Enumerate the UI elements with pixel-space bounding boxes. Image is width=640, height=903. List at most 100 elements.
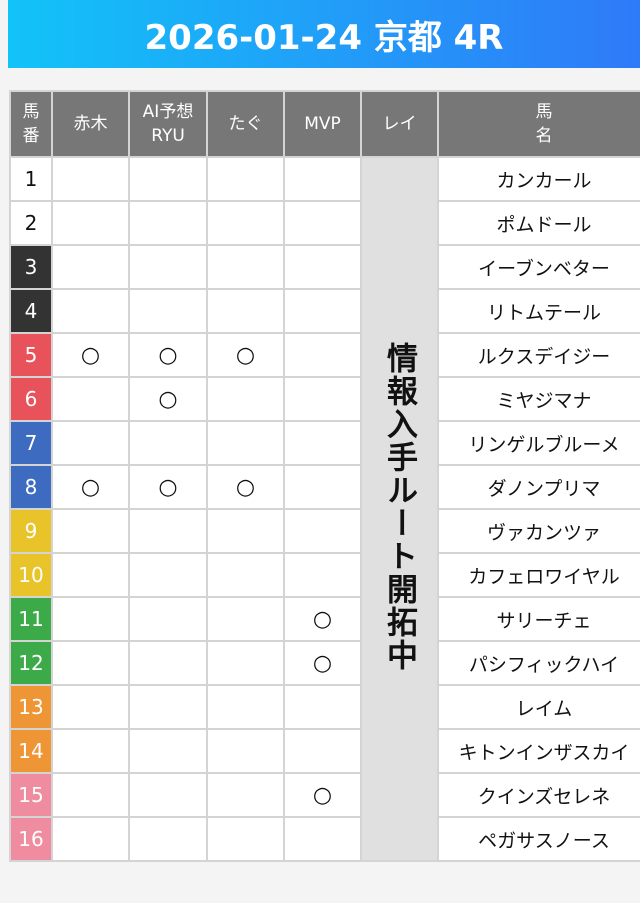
horse-name: レイム [437, 684, 640, 730]
table-row: 16 ペガサスノース [9, 816, 640, 862]
mvp-mark [283, 332, 362, 378]
tagu-mark [206, 772, 285, 818]
horse-number: 8 [9, 464, 53, 510]
ai-ryu-mark [128, 816, 208, 862]
horse-name: ルクスデイジー [437, 332, 640, 378]
mvp-mark [283, 552, 362, 598]
mvp-mark [283, 464, 362, 510]
horse-number: 12 [9, 640, 53, 686]
horse-number: 14 [9, 728, 53, 774]
mvp-mark [283, 684, 362, 730]
tagu-mark [206, 816, 285, 862]
ai-ryu-mark [128, 244, 208, 290]
rei-column-note: 情報入手ルート開拓中 [360, 156, 439, 862]
table-row: 12 ○ パシフィックハイ [9, 640, 640, 686]
header-horse-number: 馬 番 [9, 90, 53, 158]
mvp-mark [283, 288, 362, 334]
horse-number: 16 [9, 816, 53, 862]
tagu-mark [206, 728, 285, 774]
tagu-mark [206, 596, 285, 642]
race-title: 2026-01-24 京都 4R [144, 17, 504, 58]
mvp-mark [283, 420, 362, 466]
table-row: 3 イーブンベター [9, 244, 640, 290]
tagu-mark: ○ [206, 464, 285, 510]
table-row: 10 カフェロワイヤル [9, 552, 640, 598]
prediction-table: 馬 番 赤木 AI予想 RYU たぐ MVP レイ 馬 名 1 情報入手ルート開拓… [9, 90, 640, 862]
akagi-mark [51, 596, 130, 642]
horse-number: 7 [9, 420, 53, 466]
tagu-mark [206, 244, 285, 290]
akagi-mark [51, 728, 130, 774]
tagu-mark [206, 288, 285, 334]
tagu-mark [206, 552, 285, 598]
mvp-mark [283, 376, 362, 422]
table-row: 4 リトムテール [9, 288, 640, 334]
mvp-mark: ○ [283, 596, 362, 642]
ai-ryu-mark [128, 200, 208, 246]
akagi-mark [51, 684, 130, 730]
table-row: 1 情報入手ルート開拓中 カンカール [9, 156, 640, 862]
header-akagi: 赤木 [51, 90, 130, 158]
rei-note-text: 情報入手ルート開拓中 [381, 341, 417, 672]
ai-ryu-mark [128, 684, 208, 730]
horse-name: リンゲルブルーメ [437, 420, 640, 466]
horse-number: 15 [9, 772, 53, 818]
akagi-mark: ○ [51, 332, 130, 378]
ai-ryu-mark [128, 288, 208, 334]
ai-ryu-mark: ○ [128, 332, 208, 378]
header-horse-number-label: 馬 番 [22, 102, 40, 146]
ai-ryu-mark: ○ [128, 464, 208, 510]
tagu-mark [206, 508, 285, 554]
table-row: 7 リンゲルブルーメ [9, 420, 640, 466]
horse-number: 6 [9, 376, 53, 422]
horse-number: 10 [9, 552, 53, 598]
ai-ryu-mark: ○ [128, 376, 208, 422]
ai-ryu-mark [128, 728, 208, 774]
akagi-mark [51, 200, 130, 246]
akagi-mark [51, 772, 130, 818]
horse-name: カンカール [437, 156, 640, 202]
horse-name: リトムテール [437, 288, 640, 334]
ai-ryu-mark [128, 772, 208, 818]
mvp-mark [283, 200, 362, 246]
mvp-mark [283, 508, 362, 554]
mvp-mark: ○ [283, 772, 362, 818]
horse-name: パシフィックハイ [437, 640, 640, 686]
table-row: 15 ○ クインズセレネ [9, 772, 640, 818]
tagu-mark [206, 156, 285, 202]
horse-number: 11 [9, 596, 53, 642]
horse-number: 5 [9, 332, 53, 378]
ai-ryu-mark [128, 156, 208, 202]
horse-name: ダノンプリマ [437, 464, 640, 510]
horse-name: クインズセレネ [437, 772, 640, 818]
akagi-mark [51, 244, 130, 290]
tagu-mark [206, 640, 285, 686]
horse-name: キトンインザスカイ [437, 728, 640, 774]
horse-name: ミヤジマナ [437, 376, 640, 422]
horse-name: サリーチェ [437, 596, 640, 642]
akagi-mark [51, 508, 130, 554]
ai-ryu-mark [128, 508, 208, 554]
table-row: 14 キトンインザスカイ [9, 728, 640, 774]
table-row: 8 ○ ○ ○ ダノンプリマ [9, 464, 640, 510]
mvp-mark [283, 728, 362, 774]
tagu-mark [206, 420, 285, 466]
akagi-mark: ○ [51, 464, 130, 510]
table-row: 5 ○ ○ ○ ルクスデイジー [9, 332, 640, 378]
horse-number: 9 [9, 508, 53, 554]
akagi-mark [51, 640, 130, 686]
horse-number: 1 [9, 156, 53, 202]
akagi-mark [51, 420, 130, 466]
header-horse-name-label: 馬 名 [535, 102, 553, 146]
header-tagu: たぐ [206, 90, 285, 158]
akagi-mark [51, 376, 130, 422]
horse-number: 4 [9, 288, 53, 334]
horse-number: 13 [9, 684, 53, 730]
horse-name: イーブンベター [437, 244, 640, 290]
mvp-mark: ○ [283, 640, 362, 686]
horse-number: 2 [9, 200, 53, 246]
tagu-mark [206, 684, 285, 730]
tagu-mark [206, 376, 285, 422]
table-row: 6 ○ ミヤジマナ [9, 376, 640, 422]
tagu-mark [206, 200, 285, 246]
